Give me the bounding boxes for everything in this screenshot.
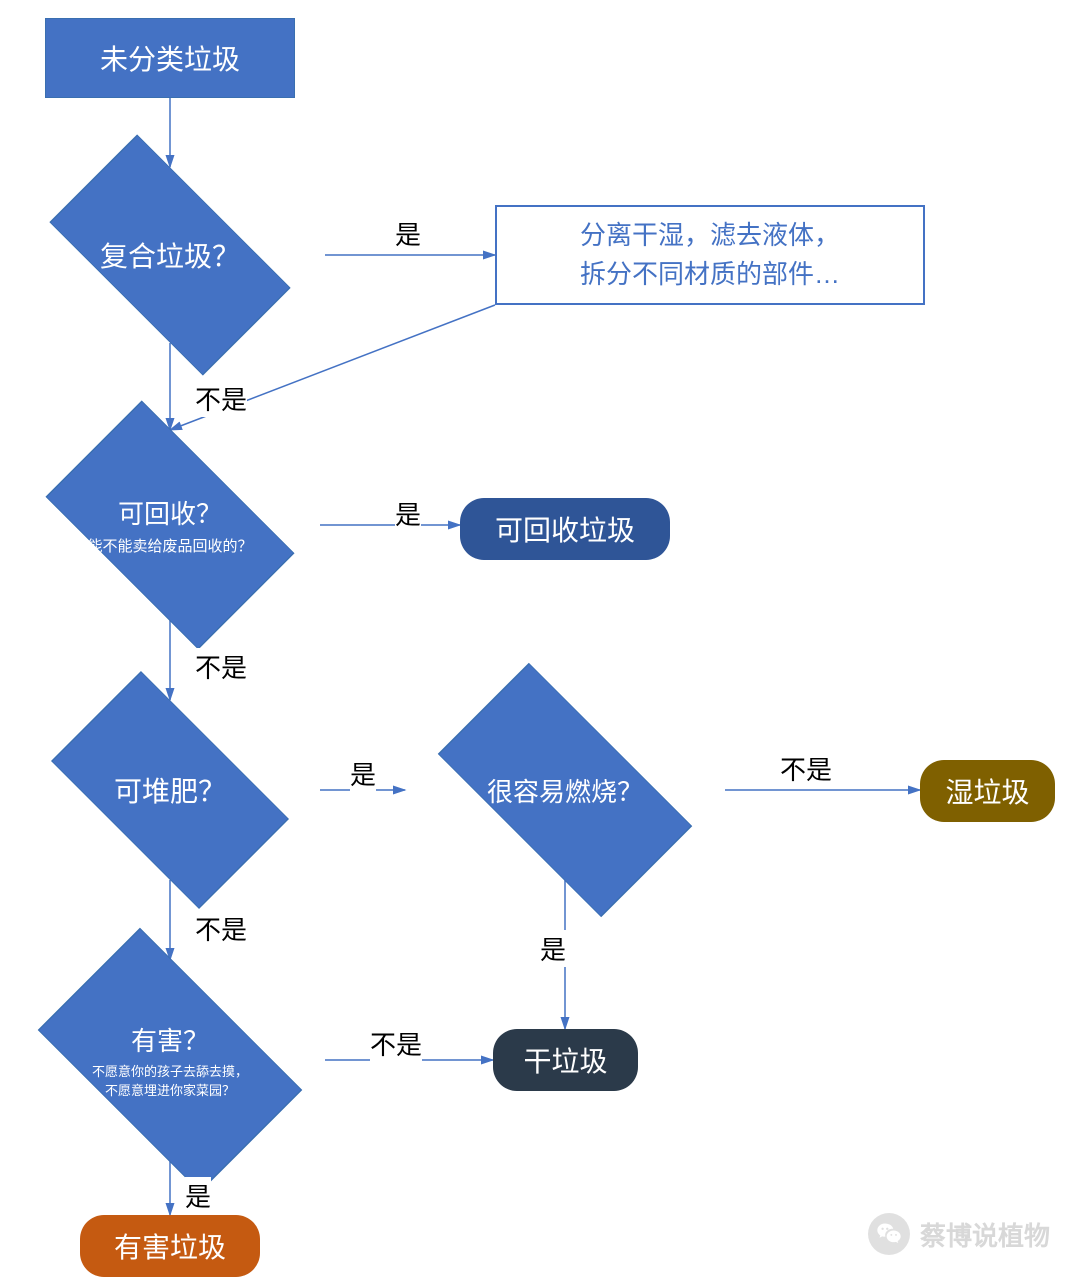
edge-label-d2-no: 不是 (195, 648, 247, 685)
edge-label-d5-no: 不是 (370, 1025, 422, 1062)
edge-label-d3-yes: 是 (350, 755, 376, 792)
edge-label-d5-yes: 是 (185, 1177, 211, 1214)
process-line1: 分离干湿，滤去液体， (580, 216, 840, 255)
result-wet: 湿垃圾 (920, 760, 1055, 822)
decision-compostable: 可堆肥？ (55, 710, 285, 870)
watermark: 蔡博说植物 (868, 1213, 1050, 1255)
hazard-label: 有害垃圾 (114, 1226, 226, 1266)
result-dry: 干垃圾 (493, 1029, 638, 1091)
edge-label-d2-yes: 是 (395, 495, 421, 532)
edge-label-d4-yes: 是 (540, 930, 566, 967)
decision-recyclable: 可回收？ 能不能卖给废品回收的？ (55, 440, 285, 610)
d1-label: 复合垃圾？ (100, 235, 240, 275)
start-node: 未分类垃圾 (45, 18, 295, 98)
dry-label: 干垃圾 (523, 1040, 607, 1080)
d2-label: 可回收？ (118, 494, 222, 531)
decision-hazardous: 有害？ 不愿意你的孩子去舔去摸， 不愿意埋进你家菜园？ (45, 970, 295, 1150)
result-recyclable: 可回收垃圾 (460, 498, 670, 560)
process-line2: 拆分不同材质的部件… (580, 255, 840, 294)
wechat-icon (868, 1213, 910, 1255)
watermark-text: 蔡博说植物 (920, 1216, 1050, 1253)
edge-label-d3-no: 不是 (195, 910, 247, 947)
edge-label-d1-no: 不是 (195, 380, 247, 417)
wet-label: 湿垃圾 (945, 771, 1029, 811)
start-label: 未分类垃圾 (100, 38, 240, 78)
d4-label: 很容易燃烧？ (487, 772, 643, 809)
d3-label: 可堆肥？ (114, 770, 226, 810)
edge-label-d4-no: 不是 (780, 750, 832, 787)
d5-sublabel2: 不愿意埋进你家菜园？ (105, 1080, 235, 1099)
decision-composite: 复合垃圾？ (60, 178, 280, 332)
edge-label-d1-yes: 是 (395, 215, 421, 252)
decision-flammable: 很容易燃烧？ (435, 710, 695, 870)
d5-label: 有害？ (131, 1021, 209, 1058)
recyclable-label: 可回收垃圾 (495, 509, 635, 549)
d5-sublabel1: 不愿意你的孩子去舔去摸， (92, 1061, 248, 1080)
result-hazardous: 有害垃圾 (80, 1215, 260, 1277)
d2-sublabel: 能不能卖给废品回收的？ (87, 535, 252, 556)
process-separate: 分离干湿，滤去液体， 拆分不同材质的部件… (495, 205, 925, 305)
